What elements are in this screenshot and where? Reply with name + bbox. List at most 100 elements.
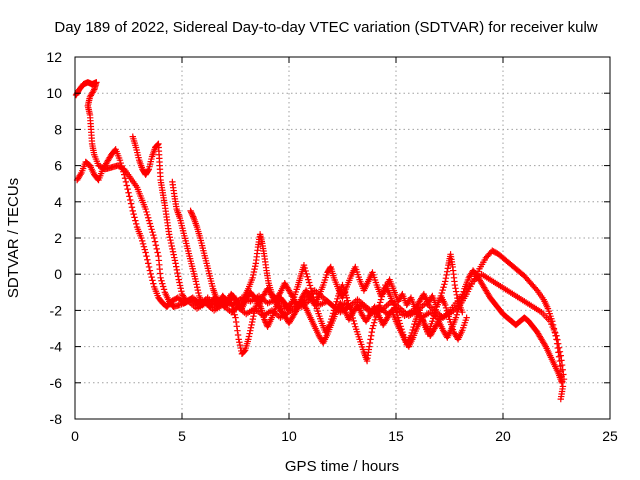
data-point	[452, 314, 460, 321]
data-point	[350, 317, 357, 325]
data-point	[554, 344, 561, 352]
data-point	[250, 312, 257, 320]
data-point	[443, 271, 450, 279]
data-point	[301, 264, 309, 272]
data-point	[441, 281, 448, 288]
data-point	[555, 353, 563, 360]
data-point	[188, 209, 195, 216]
data-point	[145, 217, 153, 224]
data-point	[140, 243, 148, 250]
data-point	[437, 292, 445, 300]
data-point	[170, 251, 177, 258]
x-tick-labels: 0 5 10 15 20 25	[71, 428, 618, 444]
data-point	[442, 274, 450, 282]
data-point	[147, 223, 154, 230]
data-point	[553, 336, 560, 343]
y-tick-label: -8	[50, 411, 63, 427]
data-point	[193, 284, 201, 291]
data-point	[549, 318, 556, 325]
data-point	[236, 341, 244, 349]
data-point	[195, 289, 202, 297]
data-point	[154, 249, 161, 256]
data-point	[305, 276, 312, 283]
data-point	[440, 284, 447, 291]
data-point	[236, 339, 243, 346]
data-point	[439, 286, 446, 294]
data-point	[171, 254, 178, 261]
data-point	[248, 321, 255, 329]
data-point	[334, 295, 341, 303]
data-point	[144, 214, 152, 221]
data-point	[230, 308, 237, 316]
data-point	[148, 273, 155, 281]
data-point	[333, 298, 340, 305]
data-point	[121, 175, 129, 182]
y-tick-label: -4	[50, 339, 63, 355]
chart-title: Day 189 of 2022, Sidereal Day-to-day VTE…	[54, 19, 597, 36]
y-tick-label: 12	[46, 49, 62, 65]
data-point	[367, 332, 375, 339]
data-point	[552, 332, 559, 339]
series-track-3	[129, 133, 470, 365]
data-point	[248, 318, 256, 326]
data-point	[556, 348, 564, 355]
series-track-4	[169, 178, 466, 316]
data-point	[154, 141, 162, 148]
data-point	[454, 308, 461, 316]
data-point	[228, 302, 236, 310]
data-point	[444, 265, 451, 272]
data-point	[160, 286, 168, 293]
data-point	[346, 303, 353, 310]
data-point	[139, 240, 147, 247]
data-point	[152, 242, 160, 249]
data-point	[302, 267, 309, 275]
data-point	[142, 249, 149, 256]
data-point	[143, 208, 150, 216]
data-point	[187, 207, 194, 215]
data-point	[245, 333, 253, 340]
data-point	[438, 289, 445, 297]
data-point	[456, 302, 463, 310]
data-point	[234, 331, 242, 339]
y-tick-label: 0	[54, 266, 62, 282]
data-point	[452, 288, 460, 295]
data-point	[159, 283, 167, 290]
data-point	[130, 210, 137, 218]
data-point	[376, 299, 384, 306]
data-point	[144, 211, 151, 219]
data-point	[249, 274, 256, 282]
data-point	[303, 270, 310, 278]
data-point	[125, 189, 132, 196]
data-point	[87, 92, 95, 99]
data-point	[150, 234, 158, 242]
data-point	[143, 252, 150, 260]
axis-ticks	[74, 56, 611, 420]
data-point	[457, 297, 465, 304]
x-tick-label: 20	[495, 428, 511, 444]
data-point	[366, 339, 374, 347]
y-tick-labels: -8 -6 -4 -2 0 2 4 6 8 10 12	[46, 49, 62, 427]
data-point	[326, 264, 334, 272]
data-point	[556, 357, 563, 365]
data-point	[429, 318, 436, 325]
data-point	[176, 282, 184, 289]
data-point	[445, 313, 452, 320]
data-point	[172, 260, 179, 267]
data-point	[455, 305, 462, 313]
data-point	[376, 302, 383, 309]
data-point	[550, 325, 558, 332]
data-point	[129, 207, 136, 215]
data-point	[148, 226, 155, 233]
data-point	[370, 322, 377, 329]
data-point	[250, 271, 257, 279]
x-tick-label: 5	[178, 428, 186, 444]
data-point	[551, 328, 558, 336]
data-point	[158, 277, 165, 284]
x-tick-label: 25	[602, 428, 618, 444]
data-point	[127, 200, 135, 207]
data-point	[430, 312, 438, 319]
data-point	[159, 280, 166, 287]
data-point	[453, 311, 460, 318]
data-point	[192, 278, 200, 285]
